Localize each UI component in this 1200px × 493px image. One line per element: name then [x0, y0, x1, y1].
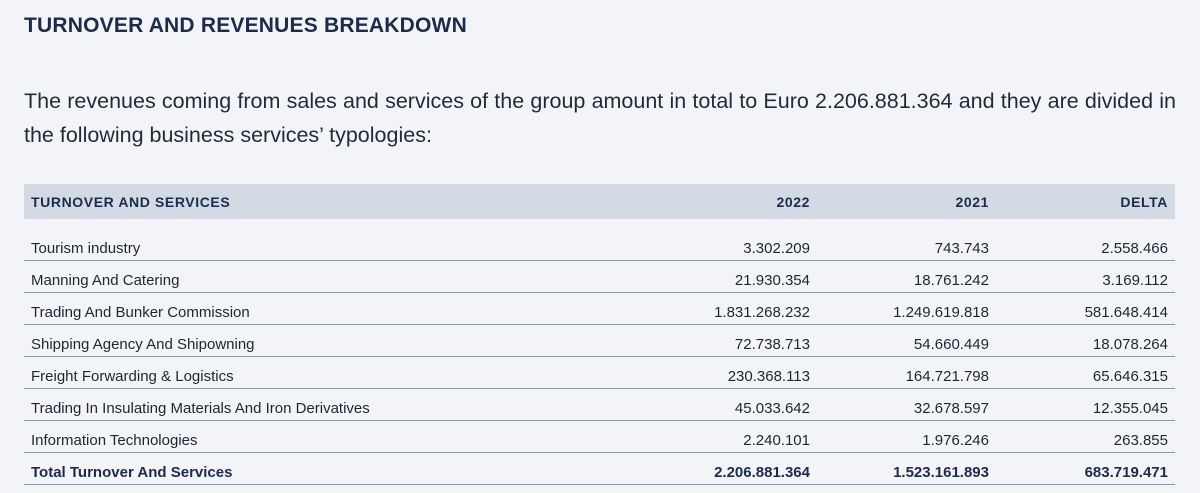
- value-2022: 2.240.101: [638, 420, 817, 453]
- value-2021: 164.721.798: [817, 356, 996, 389]
- table-row: Freight Forwarding & Logistics 230.368.11…: [24, 356, 1175, 389]
- table-row: Trading In Insulating Materials And Iron…: [24, 388, 1175, 421]
- service-name: Total Turnover And Services: [24, 452, 638, 485]
- total-row: Total Turnover And Services 2.206.881.364…: [24, 452, 1175, 485]
- value-2021: 1.523.161.893: [817, 452, 996, 485]
- service-name: Trading And Bunker Commission: [24, 292, 638, 325]
- table-row: Trading And Bunker Commission 1.831.268.2…: [24, 292, 1175, 325]
- table-row: Shipping Agency And Shipowning 72.738.713…: [24, 324, 1175, 357]
- value-2021: 1.976.246: [817, 420, 996, 453]
- value-delta: 2.558.466: [996, 229, 1175, 261]
- table-row: Manning And Catering 21.930.354 18.761.242…: [24, 260, 1175, 293]
- turnover-table: TURNOVER AND SERVICES 2022 2021 DELTA To…: [24, 184, 1175, 485]
- table-row: Tourism industry 3.302.209 743.743 2.558.46…: [24, 229, 1175, 261]
- page-title: TURNOVER AND REVENUES BREAKDOWN: [24, 14, 467, 37]
- value-2022: 2.206.881.364: [638, 452, 817, 485]
- value-2022: 3.302.209: [638, 229, 817, 261]
- header-delta: DELTA: [996, 184, 1175, 219]
- value-delta: 12.355.045: [996, 388, 1175, 421]
- service-name: Shipping Agency And Shipowning: [24, 324, 638, 357]
- value-2022: 21.930.354: [638, 260, 817, 293]
- header-services: TURNOVER AND SERVICES: [24, 184, 638, 219]
- intro-paragraph: The revenues coming from sales and servi…: [24, 89, 1176, 147]
- header-2021: 2021: [817, 184, 996, 219]
- header-2022: 2022: [638, 184, 817, 219]
- value-2022: 1.831.268.232: [638, 292, 817, 325]
- service-name: Manning And Catering: [24, 260, 638, 293]
- value-delta: 683.719.471: [996, 452, 1175, 485]
- value-delta: 18.078.264: [996, 324, 1175, 357]
- service-name: Information Technologies: [24, 420, 638, 453]
- value-2021: 32.678.597: [817, 388, 996, 421]
- service-name: Trading In Insulating Materials And Iron…: [24, 388, 638, 421]
- service-name: Freight Forwarding & Logistics: [24, 356, 638, 389]
- service-name: Tourism industry: [24, 229, 638, 261]
- table-header: TURNOVER AND SERVICES 2022 2021 DELTA: [24, 184, 1175, 219]
- value-2021: 1.249.619.818: [817, 292, 996, 325]
- value-delta: 263.855: [996, 420, 1175, 453]
- value-delta: 3.169.112: [996, 260, 1175, 293]
- value-delta: 65.646.315: [996, 356, 1175, 389]
- value-2021: 54.660.449: [817, 324, 996, 357]
- value-2022: 230.368.113: [638, 356, 817, 389]
- value-2021: 18.761.242: [817, 260, 996, 293]
- value-delta: 581.648.414: [996, 292, 1175, 325]
- value-2021: 743.743: [817, 229, 996, 261]
- value-2022: 45.033.642: [638, 388, 817, 421]
- table-row: Information Technologies 2.240.101 1.976.2…: [24, 420, 1175, 453]
- value-2022: 72.738.713: [638, 324, 817, 357]
